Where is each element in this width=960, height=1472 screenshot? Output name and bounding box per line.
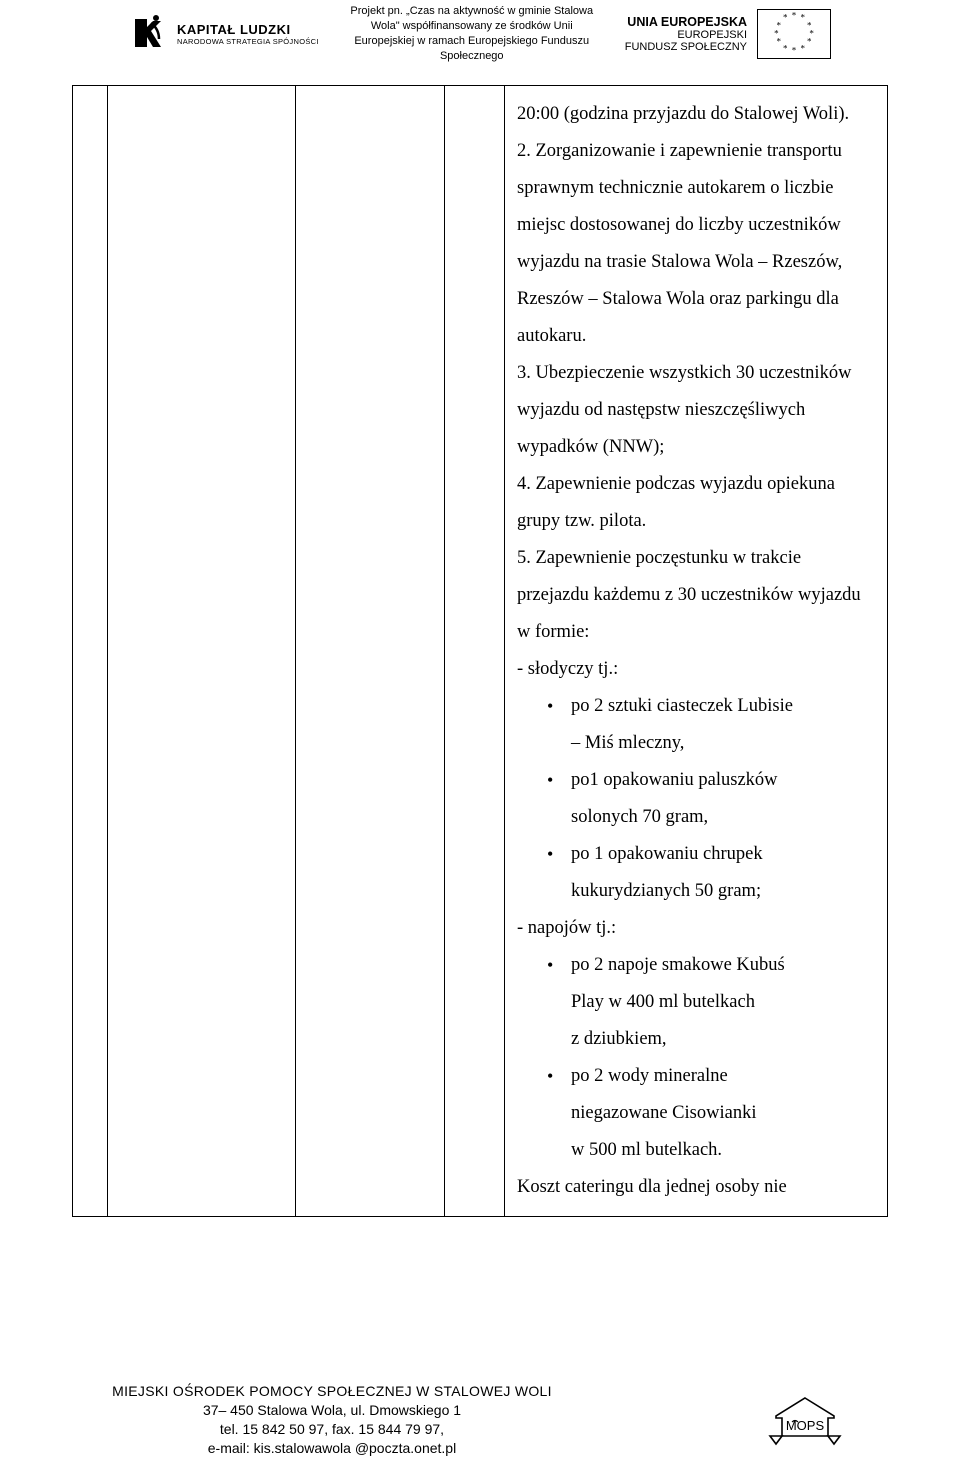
table-cell-2 [108,86,296,1217]
list-item: po 1 opakowaniu chrupek kukurydzianych 5… [547,836,875,910]
bullet-text: po 2 napoje smakowe Kubuś [571,955,785,975]
bullet-cont: Play w 400 ml butelkach [571,984,875,1021]
footer-line2: 37– 450 Stalowa Wola, ul. Dmowskiego 1 [112,1401,552,1420]
table-cell-1 [73,86,108,1217]
unia-sub1: EUROPEJSKI [625,29,747,41]
content-table-wrap: 20:00 (godzina przyjazdu do Stalowej Wol… [0,71,960,1217]
bullet-cont: kukurydzianych 50 gram; [571,873,875,910]
table-cell-content: 20:00 (godzina przyjazdu do Stalowej Wol… [505,86,888,1217]
kapital-ludzki-icon [129,13,167,55]
slodyczy-label: - słodyczy tj.: [517,651,875,688]
footer-line4: e-mail: kis.stalowawola @poczta.onet.pl [112,1439,552,1458]
bullet-cont: w 500 ml butelkach. [571,1132,875,1169]
paragraph-4: 4. Zapewnienie podczas wyjazdu opiekuna … [517,466,875,540]
page-header: KAPITAŁ LUDZKI NARODOWA STRATEGIA SPÓJNO… [0,0,960,71]
table-cell-3 [296,86,445,1217]
unia-sub2: FUNDUSZ SPOŁECZNY [625,41,747,53]
footer-line3: tel. 15 842 50 97, fax. 15 844 79 97, [112,1420,552,1439]
paragraph-5: 5. Zapewnienie poczęstunku w trakcie prz… [517,540,875,651]
bullet-cont: – Miś mleczny, [571,725,875,762]
footer-line1: MIEJSKI OŚRODEK POMOCY SPOŁECZNEJ W STAL… [112,1382,552,1401]
project-description: Projekt pn. „Czas na aktywność w gminie … [347,4,597,63]
bullet-text: po1 opakowaniu paluszków [571,770,778,790]
list-item: po 2 sztuki ciasteczek Lubisie – Miś mle… [547,688,875,762]
kapital-ludzki-subtitle: NARODOWA STRATEGIA SPÓJNOŚCI [177,37,319,46]
list-item: po1 opakowaniu paluszków solonych 70 gra… [547,762,875,836]
paragraph-3: 3. Ubezpieczenie wszystkich 30 uczestnik… [517,355,875,466]
kapital-ludzki-block: KAPITAŁ LUDZKI NARODOWA STRATEGIA SPÓJNO… [129,13,319,55]
footer-text: MIEJSKI OŚRODEK POMOCY SPOŁECZNEJ W STAL… [112,1382,552,1458]
bullet-cont: z dziubkiem, [571,1021,875,1058]
kapital-ludzki-text: KAPITAŁ LUDZKI NARODOWA STRATEGIA SPÓJNO… [177,22,319,46]
napojow-list: po 2 napoje smakowe Kubuś Play w 400 ml … [517,947,875,1169]
mops-label-text: MOPS [786,1418,825,1433]
unia-europejska-block: UNIA EUROPEJSKA EUROPEJSKI FUNDUSZ SPOŁE… [625,9,831,59]
bullet-cont: niegazowane Cisowianki [571,1095,875,1132]
paragraph-2: 2. Zorganizowanie i zapewnienie transpor… [517,133,875,355]
napojow-label: - napojów tj.: [517,910,875,947]
unia-title: UNIA EUROPEJSKA [625,15,747,29]
kapital-ludzki-title: KAPITAŁ LUDZKI [177,22,319,37]
paragraph-1: 20:00 (godzina przyjazdu do Stalowej Wol… [517,96,875,133]
bullet-text: po 1 opakowaniu chrupek [571,844,763,864]
bullet-cont: solonych 70 gram, [571,799,875,836]
page-footer: MIEJSKI OŚRODEK POMOCY SPOŁECZNEJ W STAL… [0,1382,960,1458]
table-cell-4 [445,86,505,1217]
content-table: 20:00 (godzina przyjazdu do Stalowej Wol… [72,85,888,1217]
slodyczy-list: po 2 sztuki ciasteczek Lubisie – Miś mle… [517,688,875,910]
eu-flag-icon: * * * * * * * * * * * * [774,14,814,54]
table-row: 20:00 (godzina przyjazdu do Stalowej Wol… [73,86,888,1217]
list-item: po 2 napoje smakowe Kubuś Play w 400 ml … [547,947,875,1058]
eu-flag-box: * * * * * * * * * * * * [757,9,831,59]
bullet-text: po 2 wody mineralne [571,1066,728,1086]
mops-logo-icon: MOPS [762,1394,848,1446]
paragraph-last: Koszt cateringu dla jednej osoby nie [517,1169,875,1206]
bullet-text: po 2 sztuki ciasteczek Lubisie [571,696,793,716]
unia-text: UNIA EUROPEJSKA EUROPEJSKI FUNDUSZ SPOŁE… [625,15,747,53]
list-item: po 2 wody mineralne niegazowane Cisowian… [547,1058,875,1169]
content-body: 20:00 (godzina przyjazdu do Stalowej Wol… [505,86,887,1216]
